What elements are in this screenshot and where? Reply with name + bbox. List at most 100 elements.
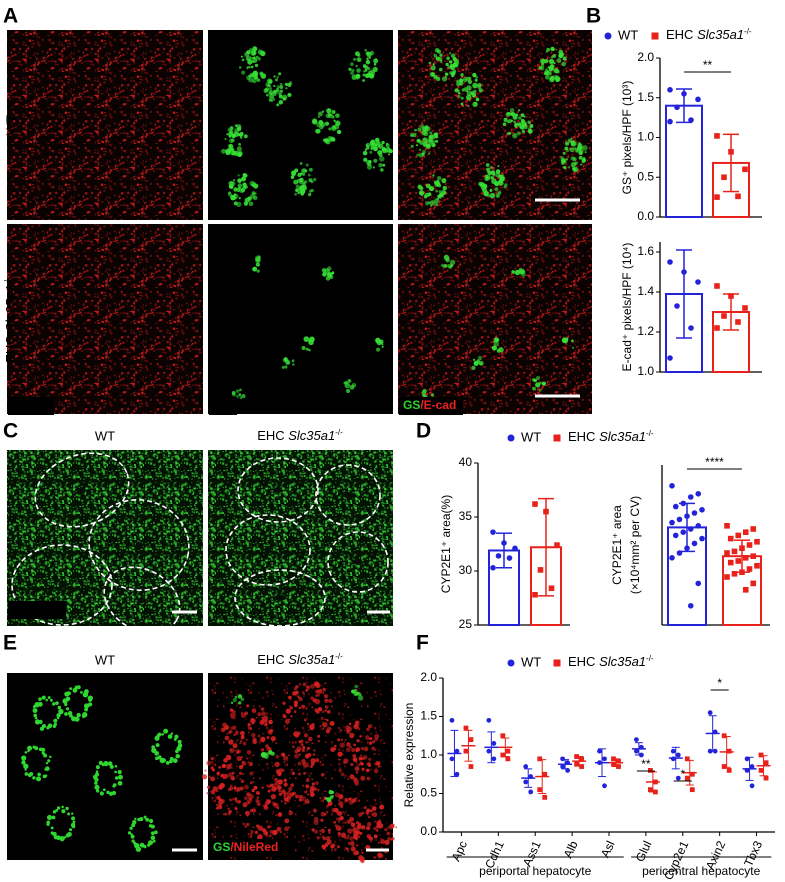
signal — [338, 794, 344, 799]
signal — [307, 746, 311, 750]
signal — [331, 125, 337, 130]
signal — [240, 779, 245, 784]
data-point — [687, 603, 694, 609]
signal — [280, 800, 283, 803]
signal — [88, 697, 93, 702]
signal — [256, 269, 260, 273]
signal — [98, 760, 103, 765]
signal — [276, 85, 280, 89]
signal — [238, 143, 241, 146]
signal — [315, 709, 320, 714]
data-point — [667, 118, 673, 125]
y-tick-label: 1.4 — [637, 284, 654, 298]
data-point — [714, 194, 720, 200]
signal — [310, 696, 314, 700]
signal — [575, 147, 581, 153]
signal — [521, 129, 526, 134]
y-axis-label: E-cad⁺ pixels/HPF (10⁴) — [620, 243, 634, 372]
data-point — [712, 748, 718, 754]
signal — [317, 706, 323, 712]
signal — [584, 150, 587, 154]
signal — [302, 796, 306, 800]
signal — [254, 267, 257, 271]
signal — [541, 381, 547, 386]
signal — [477, 355, 483, 361]
signal — [475, 97, 480, 102]
signal — [52, 724, 57, 729]
data-point — [735, 558, 742, 564]
signal — [226, 147, 232, 154]
signal — [66, 691, 71, 696]
signal — [261, 786, 264, 789]
signal — [21, 755, 27, 761]
signal — [289, 792, 295, 797]
signal — [251, 732, 256, 738]
signal — [67, 812, 71, 816]
signal — [288, 695, 292, 700]
signal — [145, 817, 150, 822]
signal — [208, 775, 212, 779]
signal — [177, 739, 182, 744]
data-point — [727, 559, 734, 566]
signal — [373, 768, 379, 774]
data-point — [454, 748, 460, 754]
signal — [465, 94, 472, 101]
signal — [523, 123, 528, 127]
signal — [357, 812, 363, 817]
signal — [410, 144, 414, 148]
signal — [330, 747, 336, 752]
data-point — [746, 542, 753, 548]
signal — [270, 751, 275, 756]
signal — [530, 124, 533, 127]
signal — [221, 148, 226, 154]
signal — [252, 739, 258, 745]
signal — [324, 705, 329, 710]
signal — [340, 805, 344, 809]
signal — [250, 830, 254, 834]
signal — [278, 789, 281, 793]
signal — [544, 69, 550, 75]
signal — [215, 803, 219, 807]
signal — [548, 67, 553, 72]
signal — [353, 723, 359, 730]
signal — [71, 716, 77, 722]
signal — [231, 390, 236, 395]
data-point — [707, 710, 713, 716]
signal — [95, 789, 100, 793]
signal — [372, 812, 378, 818]
signal — [538, 388, 542, 392]
signal — [38, 697, 42, 702]
signal — [487, 194, 491, 198]
signal — [310, 772, 313, 775]
signal — [493, 340, 496, 343]
signal — [419, 148, 422, 151]
image-label: WT — [95, 428, 115, 443]
y-tick-label: 1.0 — [637, 364, 654, 378]
signal — [571, 166, 575, 170]
legend-marker — [507, 434, 515, 442]
lobule-outline — [225, 514, 311, 586]
signal — [281, 768, 285, 773]
signal — [436, 176, 442, 181]
signal — [266, 799, 271, 804]
signal — [94, 772, 100, 777]
signal — [416, 139, 420, 143]
signal — [351, 74, 358, 80]
signal — [268, 728, 273, 733]
signal — [303, 336, 310, 342]
signal — [109, 764, 114, 769]
label-box — [8, 839, 36, 857]
panel-letter: C — [3, 420, 18, 443]
signal — [230, 701, 234, 704]
signal — [298, 706, 302, 710]
signal — [440, 263, 445, 268]
signal — [365, 768, 370, 773]
signal — [53, 718, 58, 723]
signal — [582, 156, 586, 160]
signal — [518, 116, 522, 120]
signal — [129, 826, 133, 830]
signal — [373, 158, 378, 163]
data-point — [542, 771, 548, 777]
signal — [513, 120, 517, 124]
signal — [349, 384, 355, 390]
